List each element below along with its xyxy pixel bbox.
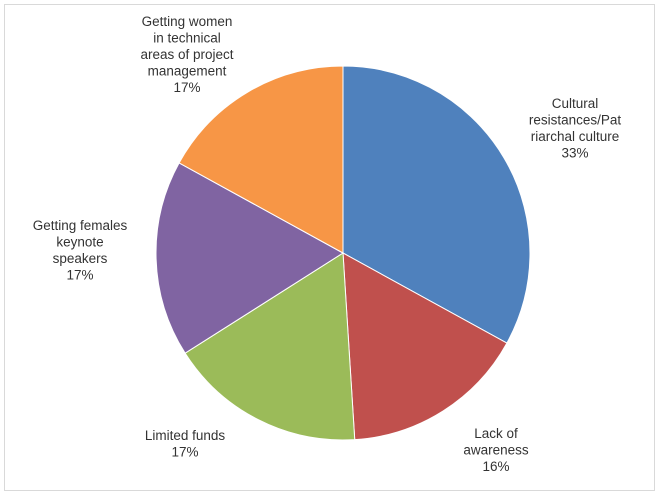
slice-category-label: speakers	[53, 251, 108, 266]
slice-category-label: resistances/Pat	[529, 113, 622, 128]
slice-percent-label: 33%	[561, 146, 588, 161]
pie-slice	[184, 252, 356, 441]
slice-category-label: Getting females	[33, 218, 128, 233]
pie-slice	[342, 65, 531, 344]
slice-category-label: Getting women	[142, 14, 233, 29]
slice-category-label: awareness	[463, 443, 529, 458]
slice-label: Getting females keynote speakers 17%	[33, 218, 128, 283]
slice-label: Getting women in technical areas of projec…	[140, 14, 233, 95]
slice-category-label: in technical	[153, 31, 221, 46]
slice-category-label: keynote	[56, 235, 103, 250]
slice-percent-label: 16%	[482, 459, 509, 474]
slice-percent-label: 17%	[66, 268, 93, 283]
pie-slice	[342, 252, 508, 441]
slice-category-label: riarchal culture	[531, 129, 620, 144]
slice-percent-label: 17%	[171, 445, 198, 460]
slice-label: Limited funds 17%	[145, 428, 226, 460]
slice-percent-label: 17%	[173, 80, 200, 95]
slice-category-label: Lack of	[474, 426, 518, 441]
slice-category-label: management	[148, 64, 227, 79]
slice-category-label: Limited funds	[145, 428, 226, 443]
pie-slice	[155, 162, 344, 354]
pie-labels: Cultural resistances/Pat riarchal culture 3…	[33, 14, 622, 474]
slice-label: Cultural resistances/Pat riarchal culture 3…	[529, 96, 622, 161]
slice-label: Lack of awareness 16%	[463, 426, 529, 474]
pie-slice	[178, 65, 344, 254]
slice-category-label: Cultural	[552, 96, 599, 111]
slice-category-label: areas of project	[140, 47, 233, 62]
pie-slices	[155, 65, 531, 441]
